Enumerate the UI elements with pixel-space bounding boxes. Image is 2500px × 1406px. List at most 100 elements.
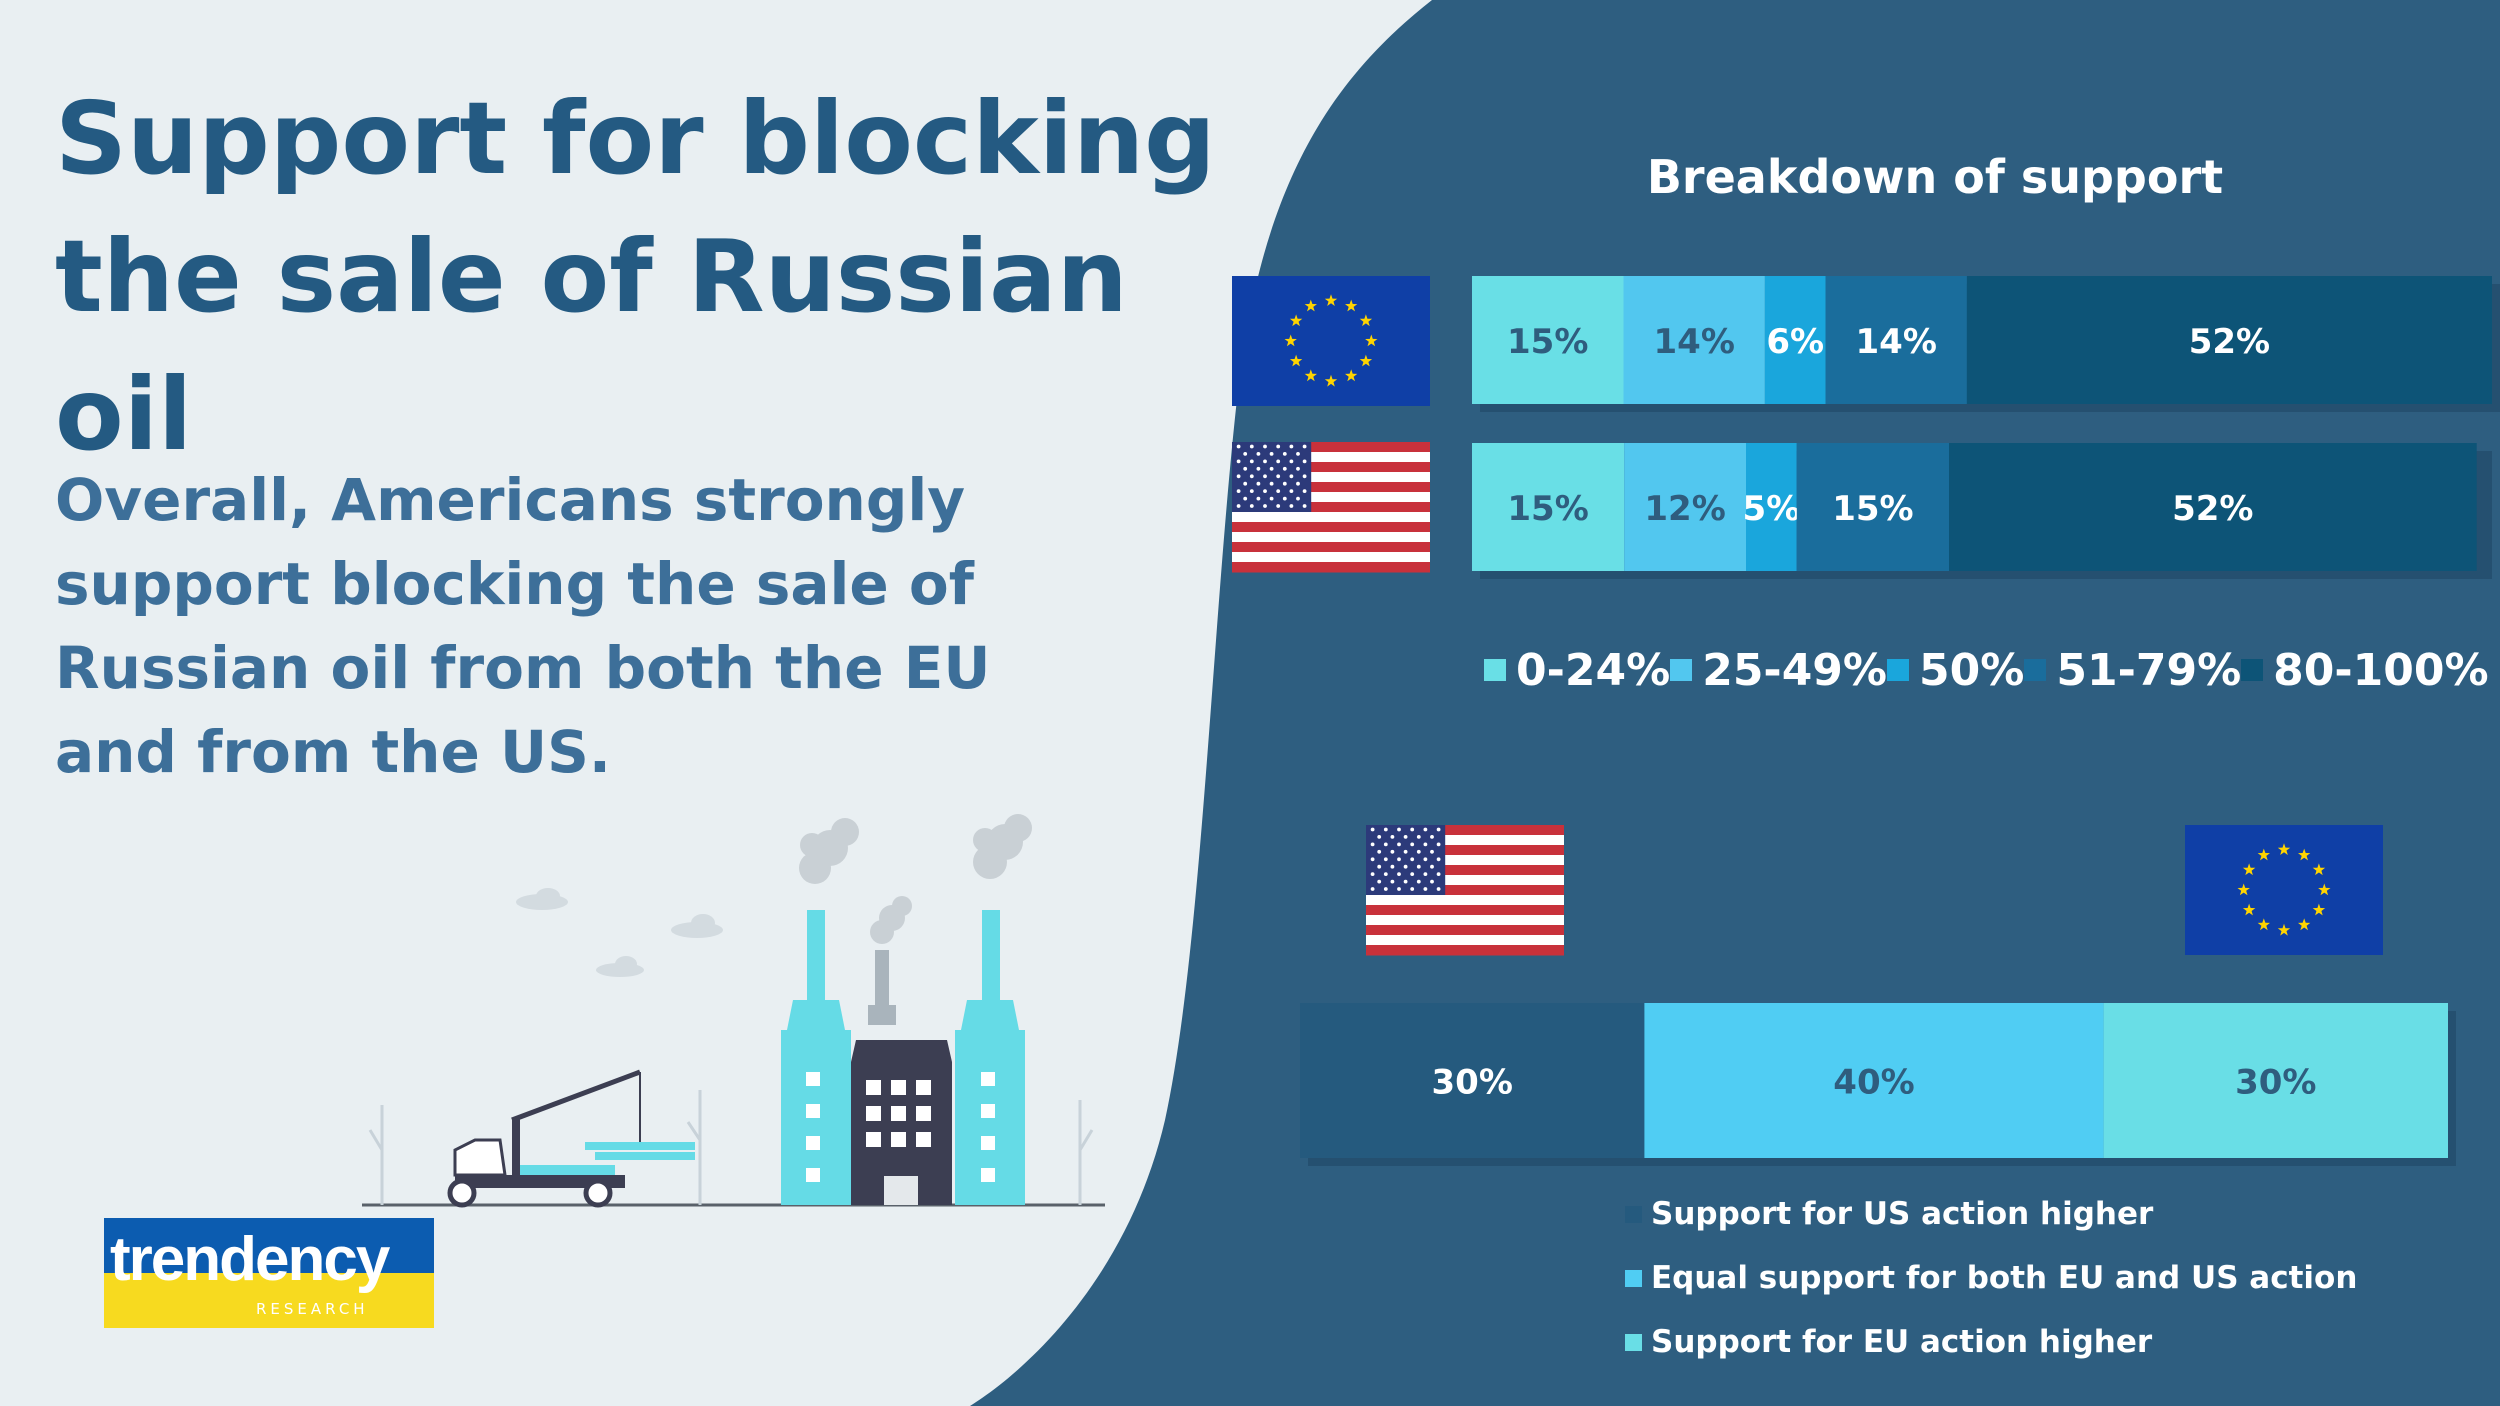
us-flag-stripe bbox=[1366, 935, 1564, 946]
eu-flag-star bbox=[2242, 903, 2256, 916]
comparison-legend: Support for US action higher Equal suppo… bbox=[1625, 1182, 2425, 1374]
legend-swatch bbox=[1887, 659, 1910, 681]
legend-swatch bbox=[1670, 659, 1693, 681]
eu-flag-star bbox=[2242, 863, 2256, 876]
us-flag-star bbox=[1410, 827, 1415, 832]
us-flag-star bbox=[1430, 835, 1434, 839]
us-flag-star bbox=[1236, 444, 1241, 449]
us-flag-stripe bbox=[1366, 915, 1564, 926]
us-flag-star bbox=[1276, 444, 1281, 449]
us-flag-star bbox=[1236, 474, 1241, 479]
us-flag-star bbox=[1370, 842, 1375, 847]
legend-item-eu-higher: Support for EU action higher bbox=[1625, 1310, 2425, 1374]
us-flag-star bbox=[1282, 452, 1287, 456]
eu-flag-star bbox=[2312, 863, 2326, 876]
us-flag-star bbox=[1423, 827, 1428, 832]
us-flag-stripe bbox=[1366, 845, 1564, 856]
us-flag-star bbox=[1302, 444, 1307, 449]
us-flag-star bbox=[1403, 879, 1408, 884]
us-flag-star bbox=[1377, 835, 1382, 839]
us-flag-star bbox=[1423, 857, 1428, 862]
data-label: 14% bbox=[1654, 322, 1735, 362]
bar-segment bbox=[1624, 443, 1746, 571]
us-flag-star bbox=[1397, 842, 1401, 847]
us-flag-star bbox=[1243, 481, 1248, 486]
us-flag-star bbox=[1249, 459, 1254, 464]
us-flag-star bbox=[1416, 835, 1421, 839]
us-flag-star bbox=[1397, 857, 1401, 862]
us-flag-star bbox=[1403, 864, 1408, 869]
us-flag-star bbox=[1370, 857, 1375, 862]
us-flag-stripe bbox=[1366, 875, 1564, 886]
us-flag-star bbox=[1436, 887, 1441, 891]
eu-flag-star bbox=[2298, 848, 2311, 861]
us-flag-star bbox=[1302, 459, 1307, 464]
eu-flag-star bbox=[1304, 369, 1317, 382]
data-label: 6% bbox=[1766, 322, 1824, 362]
eu-flag-star bbox=[1365, 334, 1378, 347]
legend-swatch bbox=[2024, 659, 2047, 681]
eu-flag-star bbox=[2318, 883, 2331, 896]
legend-item-25-49: 25-49% bbox=[1670, 645, 1887, 696]
us-flag-star bbox=[1377, 849, 1382, 854]
us-flag-stripe bbox=[1366, 835, 1564, 846]
bar-segment bbox=[2103, 1003, 2448, 1158]
eu-flag-icon bbox=[1232, 276, 1430, 406]
bar-segment bbox=[1764, 276, 1826, 404]
legend-swatch bbox=[2241, 659, 2264, 681]
us-flag-star bbox=[1256, 481, 1261, 486]
logo-yellow-band bbox=[104, 1273, 434, 1328]
data-label: 40% bbox=[1833, 1063, 1914, 1103]
us-flag-star bbox=[1377, 864, 1382, 869]
us-flag-star bbox=[1416, 849, 1421, 854]
us-flag-star bbox=[1256, 496, 1261, 501]
us-flag-star bbox=[1263, 489, 1267, 493]
trendency-logo: trendency RESEARCH bbox=[104, 1218, 434, 1328]
us-flag-star bbox=[1390, 879, 1395, 884]
us-flag-star bbox=[1383, 857, 1388, 862]
us-flag-star bbox=[1410, 887, 1415, 891]
us-flag-stripe bbox=[1232, 532, 1430, 543]
legend-swatch bbox=[1625, 1333, 1642, 1351]
us-flag-star bbox=[1296, 452, 1300, 456]
logo-subtext: RESEARCH bbox=[256, 1300, 369, 1318]
us-flag-star bbox=[1377, 879, 1382, 884]
us-flag-star bbox=[1276, 459, 1281, 464]
us-flag-star bbox=[1436, 842, 1441, 847]
us-flag-star bbox=[1390, 864, 1395, 869]
us-flag-stripe bbox=[1232, 492, 1430, 503]
us-flag-star bbox=[1276, 489, 1281, 493]
legend-label: 51-79% bbox=[2056, 644, 2242, 696]
eu-flag-star bbox=[2277, 843, 2291, 855]
us-flag-star bbox=[1256, 466, 1261, 471]
us-flag-star bbox=[1249, 474, 1254, 479]
data-label: 5% bbox=[1743, 489, 1801, 529]
us-flag-star bbox=[1249, 504, 1254, 508]
legend-item-us-higher: Support for US action higher bbox=[1625, 1182, 2425, 1246]
bar-segment bbox=[1746, 443, 1797, 571]
us-flag-star bbox=[1289, 489, 1294, 493]
us-flag-icon bbox=[1366, 825, 1564, 956]
us-flag-stripe bbox=[1366, 895, 1564, 906]
us-flag-stripe bbox=[1232, 462, 1430, 473]
us-flag-star bbox=[1263, 459, 1267, 464]
legend-swatch bbox=[1484, 659, 1506, 681]
us-flag-star bbox=[1236, 489, 1241, 493]
bar-segment bbox=[1623, 276, 1765, 404]
legend-swatch bbox=[1625, 1205, 1642, 1223]
us-flag-star bbox=[1276, 504, 1281, 508]
us-flag-star bbox=[1383, 827, 1388, 832]
us-flag-star bbox=[1263, 444, 1267, 449]
us-flag-star bbox=[1436, 872, 1441, 876]
us-flag-star bbox=[1397, 887, 1401, 891]
us-flag-star bbox=[1236, 459, 1241, 464]
us-flag-star bbox=[1397, 827, 1401, 832]
bar-segment bbox=[1472, 276, 1624, 404]
eu-flag-star bbox=[2257, 918, 2270, 931]
us-flag-stripe bbox=[1232, 542, 1430, 553]
bar-segment bbox=[1949, 443, 2477, 571]
eu-flag-star bbox=[2312, 903, 2326, 916]
us-flag-star bbox=[1302, 474, 1307, 479]
us-flag-star bbox=[1282, 466, 1287, 471]
